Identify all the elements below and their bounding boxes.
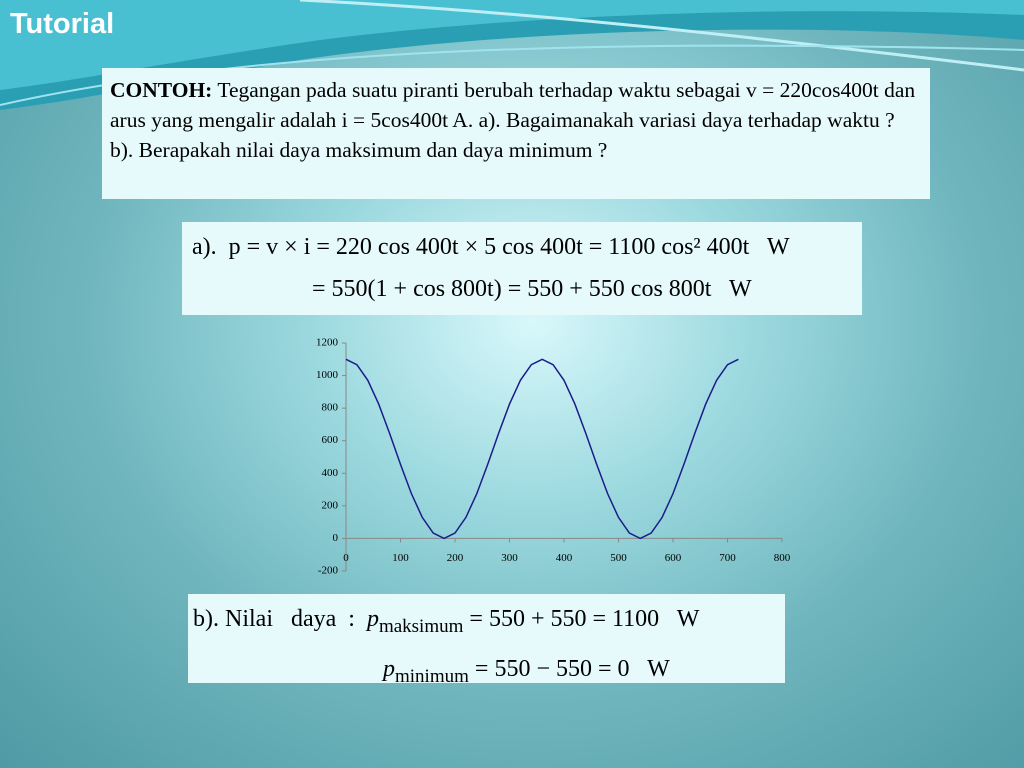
x-tick-label: 700	[719, 552, 736, 564]
problem-box: CONTOH: Tegangan pada suatu piranti beru…	[102, 68, 930, 199]
solution-a: a). p = v × i = 220 cos 400t × 5 cos 400…	[182, 222, 862, 315]
wave-line	[299, 0, 1024, 72]
x-tick-label: 500	[610, 552, 627, 564]
subscript: maksimum	[378, 616, 464, 637]
symbol: p	[383, 656, 395, 682]
answer-prefix: b). Nilai daya :	[193, 606, 355, 632]
answer-line: pminimum = 550 − 550 = 0 W	[193, 648, 780, 698]
y-tick-label: 1200	[316, 337, 339, 349]
x-tick-label: 600	[665, 552, 682, 564]
y-tick-label: 400	[322, 467, 339, 479]
subscript: minimum	[395, 666, 469, 687]
symbol: p	[366, 606, 379, 632]
equation: = 550(1 + cos 800t) = 550 + 550 cos 800t…	[312, 276, 752, 302]
x-tick-label: 200	[447, 552, 464, 564]
expression: = 550 − 550 = 0 W	[474, 656, 670, 682]
problem-label: CONTOH:	[110, 78, 213, 102]
x-tick-label: 400	[556, 552, 573, 564]
solution-b: b). Nilai daya : pmaksimum = 550 + 550 =…	[188, 594, 785, 687]
x-tick-label: 0	[343, 552, 349, 564]
data-line	[345, 358, 739, 540]
x-tick-label: 100	[392, 552, 409, 564]
answer-line: b). Nilai daya : pmaksimum = 550 + 550 =…	[193, 598, 780, 648]
header-waves	[0, 0, 1024, 110]
wave-line	[0, 44, 1024, 106]
y-tick-label: 1000	[316, 369, 339, 381]
problem-text: Tegangan pada suatu piranti berubah terh…	[110, 78, 916, 162]
x-tick-label: 800	[774, 552, 791, 564]
y-tick-label: 0	[333, 532, 339, 544]
y-tick-label: -200	[318, 565, 339, 577]
chart: -200 0 200 400 600 800 1000 1200 0 100 200 300 400 50…	[316, 337, 791, 577]
equation: a). p = v × i = 220 cos 400t × 5 cos 400…	[192, 234, 790, 260]
x-tick-label: 300	[501, 552, 518, 564]
y-tick-label: 800	[322, 402, 339, 414]
title: Tutorial	[10, 8, 115, 40]
expression: = 550 + 550 = 1100 W	[469, 606, 700, 632]
y-tick-label: 600	[322, 434, 339, 446]
y-tick-label: 200	[322, 499, 339, 511]
wave	[0, 0, 1024, 90]
